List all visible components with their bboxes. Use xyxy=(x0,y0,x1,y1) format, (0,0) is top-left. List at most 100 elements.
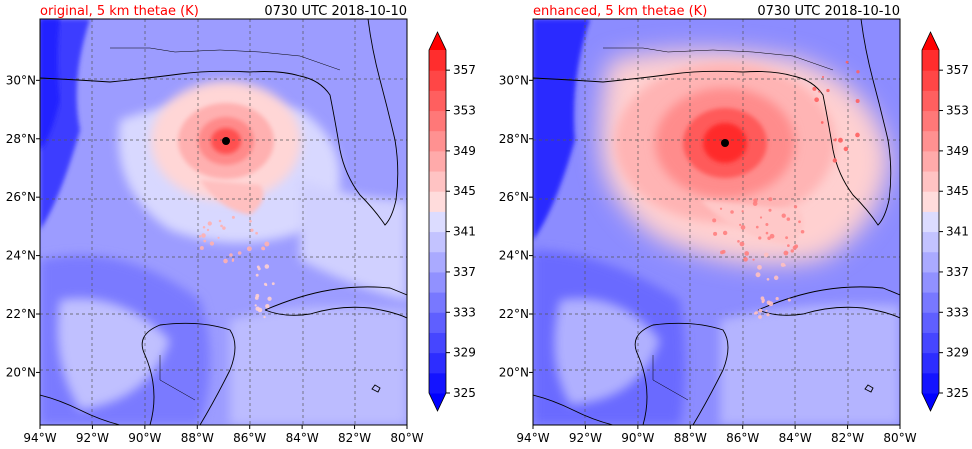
convective-cell xyxy=(203,239,207,243)
convective-cell xyxy=(763,252,769,258)
panel-title-left: enhanced, 5 km thetae (K) xyxy=(533,4,707,19)
colorbar-segment xyxy=(922,271,939,293)
colorbar-segment xyxy=(922,292,939,313)
convective-cell xyxy=(255,273,259,277)
convective-cell xyxy=(822,75,825,78)
convective-cell xyxy=(856,70,860,74)
convective-cell xyxy=(739,223,742,227)
convective-cell xyxy=(833,138,837,142)
colorbar-segment xyxy=(429,50,446,71)
convective-cell xyxy=(786,251,789,254)
map-frame xyxy=(532,18,901,426)
colorbar-tick-label: 337 xyxy=(453,265,476,279)
colorbar-tick-label: 345 xyxy=(946,184,969,198)
map-frame xyxy=(39,18,408,426)
convective-cell xyxy=(264,241,270,247)
convective-cell xyxy=(722,230,728,236)
convective-cell xyxy=(255,306,260,311)
panel-title-right: 0730 UTC 2018-10-10 xyxy=(757,4,900,19)
colorbar-segment xyxy=(429,372,446,394)
colorbar: 325 329 333 337 341 345 349 353 357 xyxy=(921,31,969,412)
colorbar-segment xyxy=(922,332,939,354)
colorbar-tick-label: 357 xyxy=(453,63,476,77)
convective-cell xyxy=(760,296,765,301)
colorbar-segment xyxy=(922,70,939,91)
colorbar-segment xyxy=(429,70,446,91)
convective-cell xyxy=(209,241,215,246)
colorbar-tick-label: 349 xyxy=(946,144,969,158)
convective-cell xyxy=(254,296,259,300)
convective-cell xyxy=(254,304,257,307)
convective-cell xyxy=(761,300,765,304)
colorbar-tick-label: 357 xyxy=(946,63,969,77)
convective-cell xyxy=(198,235,202,238)
convective-cell xyxy=(207,221,212,226)
colorbar-segment xyxy=(922,50,939,71)
convective-cell xyxy=(800,229,805,234)
convective-cell xyxy=(201,233,206,238)
colorbar-segment xyxy=(429,191,446,212)
convective-cell xyxy=(753,198,758,203)
convective-cell xyxy=(237,251,242,255)
convective-cell xyxy=(757,264,762,270)
colorbar-segment xyxy=(922,150,939,172)
colorbar-segment xyxy=(429,130,446,152)
hurricane-eye-marker xyxy=(222,137,230,145)
lon-tick-label: 82°W xyxy=(831,431,864,445)
convective-cell xyxy=(744,251,749,256)
lon-tick-label: 94°W xyxy=(516,431,549,445)
convective-cell xyxy=(231,259,235,262)
convective-cell xyxy=(855,132,860,138)
colorbar-extend-min xyxy=(429,393,446,411)
colorbar-segment xyxy=(922,211,939,233)
lat-tick-label: 26°N xyxy=(6,190,36,204)
colorbar-segment xyxy=(429,110,446,132)
map-panel-original: original, 5 km thetae (K) 0730 UTC 2018-… xyxy=(6,4,476,445)
colorbar-tick-label: 337 xyxy=(946,265,969,279)
colorbar-segment xyxy=(429,251,446,273)
convective-cell xyxy=(793,205,798,209)
colorbar-tick-label: 325 xyxy=(453,386,476,400)
graticule xyxy=(40,19,407,425)
convective-cell xyxy=(787,244,790,248)
colorbar-segment xyxy=(922,90,939,112)
colorbar-segment xyxy=(429,211,446,233)
convective-cell xyxy=(740,225,746,230)
convective-cell xyxy=(730,210,734,214)
lat-tick-label: 26°N xyxy=(499,190,529,204)
convective-cell xyxy=(263,315,266,319)
hurricane-eye-marker xyxy=(721,139,729,147)
lon-tick-label: 82°W xyxy=(338,431,371,445)
convective-cell xyxy=(826,88,830,93)
lat-tick-label: 20°N xyxy=(499,365,529,379)
convective-cell xyxy=(743,257,748,262)
colorbar-extend-min xyxy=(922,393,939,411)
lon-tick-label: 90°W xyxy=(621,431,654,445)
colorbar-extend-max xyxy=(429,32,446,50)
convective-cell xyxy=(790,249,794,253)
lon-tick-label: 92°W xyxy=(76,431,109,445)
lat-axis: 20°N 22°N 24°N 26°N 28°N 30°N xyxy=(6,73,40,379)
colorbar-segment xyxy=(922,130,939,152)
convective-cell xyxy=(265,303,270,309)
lat-tick-label: 22°N xyxy=(6,307,36,321)
lat-axis: 20°N 22°N 24°N 26°N 28°N 30°N xyxy=(499,73,533,379)
colorbar-segment xyxy=(429,332,446,354)
convective-cell xyxy=(812,86,817,91)
colorbar-tick-label: 349 xyxy=(453,144,476,158)
panel-title-left: original, 5 km thetae (K) xyxy=(40,4,199,19)
convective-cell xyxy=(741,210,744,213)
convective-cell xyxy=(720,250,724,255)
convective-cell xyxy=(794,244,799,249)
convective-cell xyxy=(755,272,761,278)
convective-cell xyxy=(202,225,206,229)
colorbar-segment xyxy=(922,191,939,212)
convective-cell xyxy=(758,308,763,313)
convective-cell xyxy=(767,236,771,241)
convective-cell xyxy=(798,220,801,224)
borders xyxy=(110,47,341,401)
convective-cell xyxy=(765,223,769,227)
coastlines xyxy=(40,19,407,425)
convective-cell xyxy=(199,245,204,250)
convective-cell xyxy=(785,236,789,240)
